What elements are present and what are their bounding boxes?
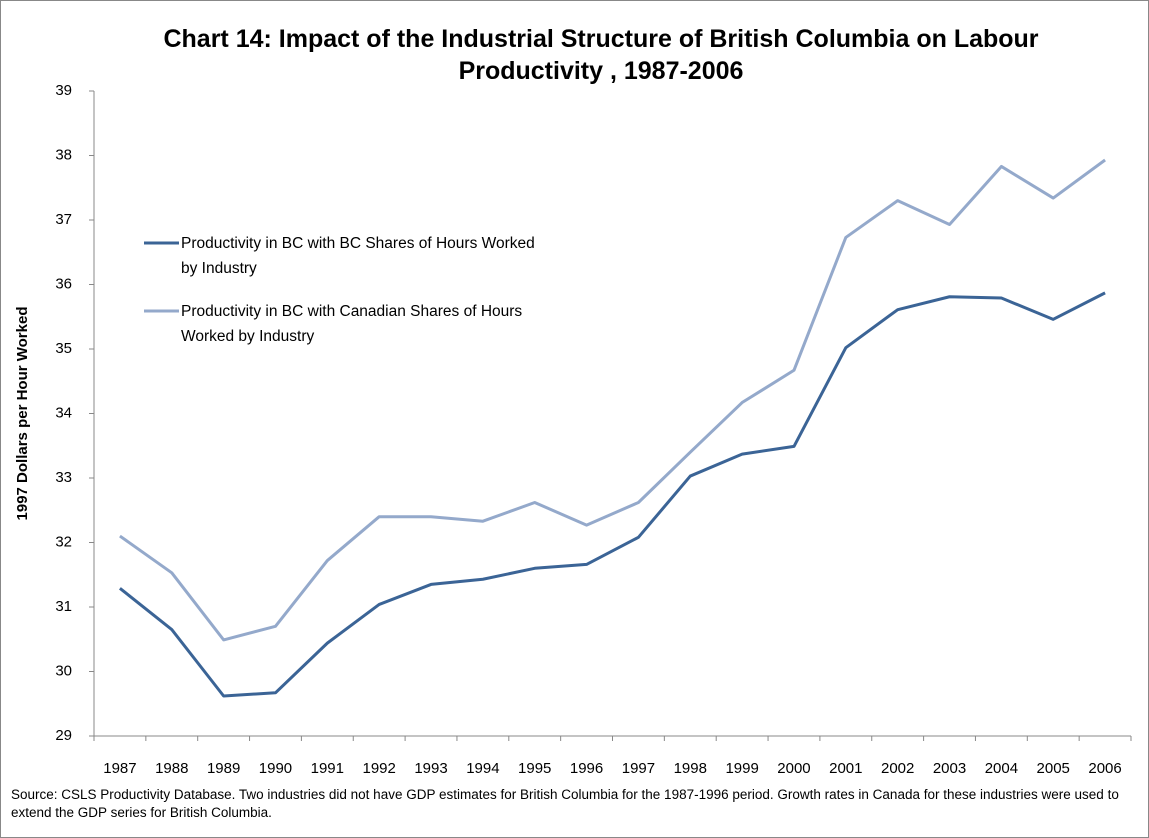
line-series [119, 158, 1106, 642]
source-note: Source: CSLS Productivity Database. Two … [11, 787, 1119, 820]
x-tick-label: 2000 [777, 760, 810, 777]
x-tick-label: 1992 [362, 760, 395, 777]
x-tick-label: 2006 [1088, 760, 1121, 777]
x-tick-label: 1987 [103, 760, 136, 777]
y-tick-label: 36 [55, 275, 72, 292]
y-axis-label: 1997 Dollars per Hour Worked [14, 307, 31, 521]
x-tick-label: 1998 [674, 760, 707, 777]
y-tick-label: 35 [55, 340, 72, 357]
legend-label: Productivity in BC with BC Shares of Hou… [181, 235, 535, 277]
y-tick-label: 38 [55, 146, 72, 163]
x-tick-label: 2004 [985, 760, 1018, 777]
x-tick-label: 1989 [207, 760, 240, 777]
y-tick-label: 29 [55, 727, 72, 744]
line-series [118, 291, 1106, 698]
x-tick-label: 1990 [259, 760, 292, 777]
y-tick-label: 31 [55, 598, 72, 615]
y-tick-label: 37 [55, 211, 72, 228]
x-tick-label: 1999 [725, 760, 758, 777]
legend-label: Productivity in BC with Canadian Shares … [181, 303, 523, 345]
x-tick-label: 1993 [414, 760, 447, 777]
y-tick-label: 39 [55, 82, 72, 99]
y-tick-label: 30 [55, 662, 72, 679]
chart-title: Chart 14: Impact of the Industrial Struc… [163, 25, 1039, 85]
x-tick-label: 2001 [829, 760, 862, 777]
x-tick-label: 1994 [466, 760, 499, 777]
x-tick-label: 2005 [1037, 760, 1070, 777]
x-tick-label: 1991 [311, 760, 344, 777]
x-tick-label: 1996 [570, 760, 603, 777]
x-tick-label: 1997 [622, 760, 655, 777]
y-tick-label: 32 [55, 533, 72, 550]
x-tick-label: 1995 [518, 760, 551, 777]
y-tick-label: 33 [55, 469, 72, 486]
x-tick-label: 1988 [155, 760, 188, 777]
x-tick-label: 2003 [933, 760, 966, 777]
y-tick-label: 34 [55, 404, 72, 421]
x-tick-label: 2002 [881, 760, 914, 777]
